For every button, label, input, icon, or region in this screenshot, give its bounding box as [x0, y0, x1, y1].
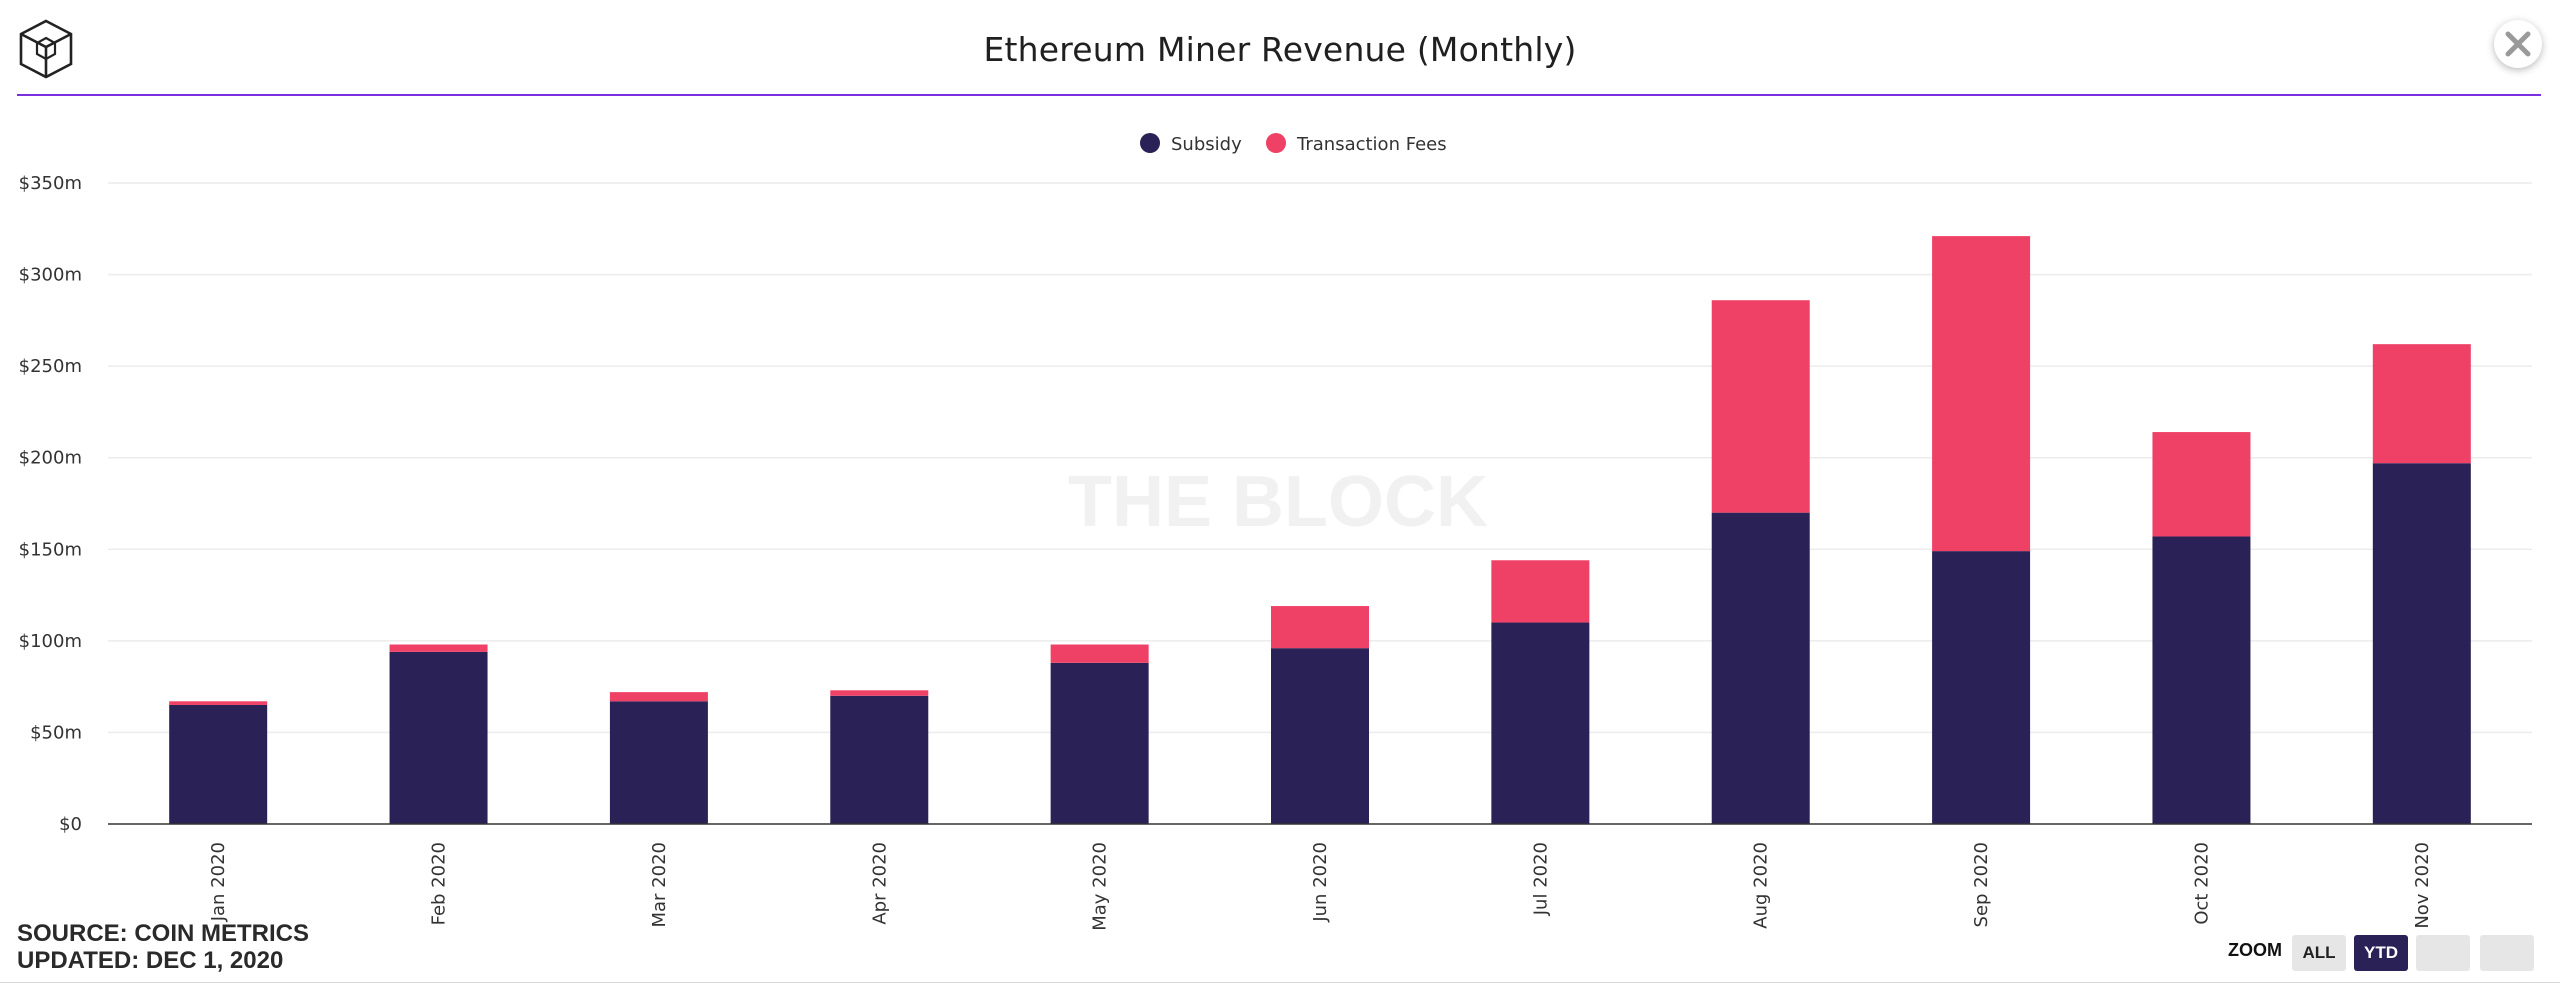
bar-transaction-fees[interactable] [2152, 432, 2251, 537]
bar-subsidy[interactable] [1711, 512, 1810, 824]
bar-transaction-fees[interactable] [389, 644, 488, 652]
close-button[interactable] [2494, 20, 2542, 68]
x-tick-label: Jan 2020 [208, 842, 229, 922]
zoom-ytd-button[interactable]: YTD [2354, 935, 2408, 971]
close-icon [2505, 31, 2531, 57]
bar-transaction-fees[interactable] [1711, 300, 1810, 513]
bar-subsidy[interactable] [389, 651, 488, 824]
bar-transaction-fees[interactable] [1271, 606, 1369, 649]
bar-transaction-fees[interactable] [1932, 236, 2031, 552]
x-tick-label: Jul 2020 [1530, 842, 1551, 916]
bar-transaction-fees[interactable] [169, 701, 268, 705]
bar-transaction-fees[interactable] [609, 692, 708, 702]
bar-subsidy[interactable] [2372, 463, 2471, 824]
zoom-all-button[interactable]: ALL [2292, 935, 2346, 971]
bar-transaction-fees[interactable] [1050, 644, 1149, 663]
legend-marker [1266, 133, 1286, 153]
updated-text: UPDATED: DEC 1, 2020 [17, 947, 284, 974]
source-note: SOURCE: COIN METRICS UPDATED: DEC 1, 202… [17, 920, 309, 974]
bar-subsidy[interactable] [1491, 622, 1590, 824]
x-tick-label: May 2020 [1090, 842, 1111, 931]
x-tick-label: Jun 2020 [1310, 842, 1331, 923]
legend: Subsidy Transaction Fees [1140, 133, 1447, 155]
x-tick-label: Mar 2020 [649, 842, 670, 928]
x-axis: Jan 2020 Feb 2020 Mar 2020 Apr 2020 May 2020… [108, 823, 2532, 931]
y-tick-label: $350m [19, 173, 82, 194]
bar-subsidy[interactable] [1271, 648, 1369, 824]
legend-marker [1140, 133, 1160, 153]
bar-subsidy[interactable] [1932, 551, 2031, 824]
x-tick-label: Oct 2020 [2191, 842, 2212, 925]
chart-title: Ethereum Miner Revenue (Monthly) [983, 30, 1577, 69]
y-tick-label: $300m [19, 265, 82, 286]
x-tick-label: Aug 2020 [1751, 842, 1772, 929]
y-axis: $0 $50m $100m $150m $200m $250m $300m $350m [19, 173, 82, 835]
the-block-logo-icon [19, 19, 73, 79]
y-tick-label: $100m [19, 631, 82, 652]
zoom-button-3[interactable] [2416, 935, 2470, 971]
y-tick-label: $250m [19, 356, 82, 377]
zoom-label: ZOOM [2228, 940, 2282, 960]
legend-item-transaction-fees[interactable]: Transaction Fees [1296, 134, 1447, 155]
zoom-button-4[interactable] [2480, 935, 2534, 971]
bar-subsidy[interactable] [2152, 536, 2251, 824]
y-tick-label: $50m [30, 722, 82, 743]
x-tick-label: Nov 2020 [2412, 842, 2433, 929]
bar-subsidy[interactable] [609, 701, 708, 824]
bar-subsidy[interactable] [1050, 662, 1149, 824]
header-divider [17, 94, 2541, 96]
legend-item-subsidy[interactable]: Subsidy [1171, 134, 1242, 155]
source-text: SOURCE: COIN METRICS [17, 920, 310, 947]
bars [169, 236, 2471, 824]
x-tick-label: Sep 2020 [1971, 842, 1992, 927]
watermark: THE BLOCK [1068, 462, 1488, 542]
y-tick-label: $0 [59, 814, 82, 835]
y-tick-label: $150m [19, 539, 82, 560]
bar-subsidy[interactable] [169, 704, 268, 824]
y-tick-label: $200m [19, 448, 82, 469]
bar-transaction-fees[interactable] [830, 690, 929, 696]
bar-transaction-fees[interactable] [1491, 560, 1590, 623]
x-tick-label: Apr 2020 [869, 842, 890, 925]
x-tick-label: Feb 2020 [429, 842, 450, 925]
bar-transaction-fees[interactable] [2372, 344, 2471, 464]
bottom-rule [0, 982, 2560, 983]
bar-subsidy[interactable] [830, 695, 929, 824]
